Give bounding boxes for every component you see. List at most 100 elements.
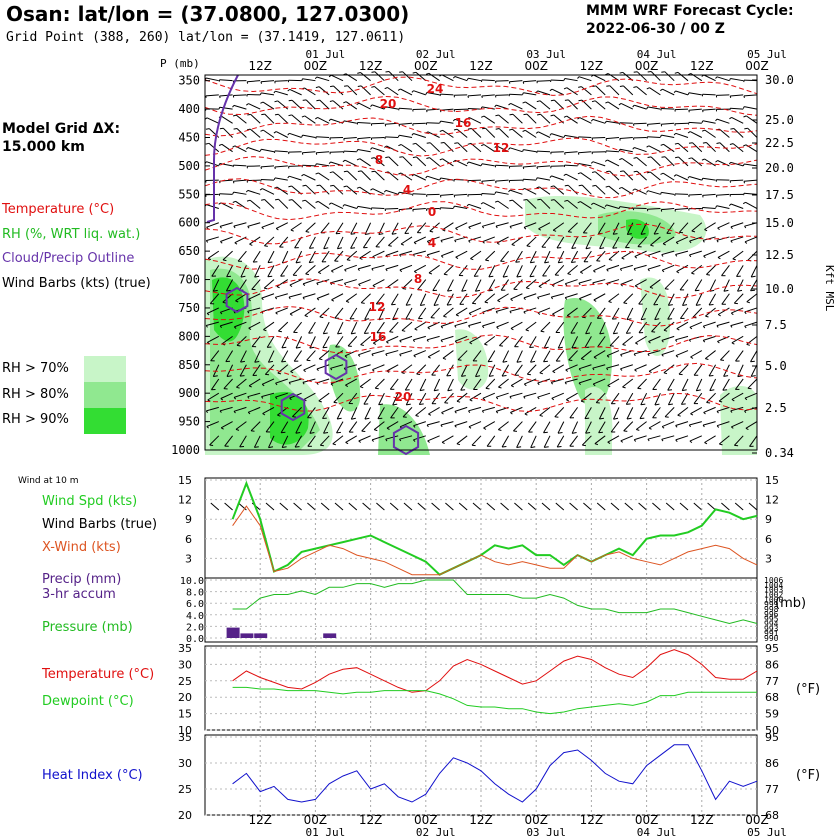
wind-barb [526, 199, 537, 209]
wind-barb [731, 421, 744, 428]
wind-barb [335, 222, 344, 234]
wind-barb-flag [392, 318, 398, 321]
label-wind-barbs: Wind Barbs (true) [42, 517, 158, 532]
wind-barb [750, 279, 758, 292]
wind-barb [488, 279, 496, 292]
wind-barb [482, 307, 495, 313]
height-tick-label: 0.34 [765, 446, 794, 460]
wind-barb [402, 71, 413, 82]
wind-barb [206, 406, 219, 412]
wind-barb [693, 364, 703, 376]
wind-barb [345, 378, 358, 386]
wind-barb [703, 335, 716, 341]
wind-barb [247, 189, 261, 195]
wind-barb-flag [467, 142, 472, 145]
wind-barb [415, 406, 427, 416]
wind-barb-flag [232, 181, 235, 184]
wind-barb [634, 364, 647, 371]
precip-bar [323, 633, 337, 638]
wind-barb [305, 264, 316, 275]
wind-barb [309, 421, 316, 434]
wind-barb [335, 336, 344, 348]
panel-frames [204, 74, 758, 816]
wind-barb-flag [590, 202, 594, 206]
pressure-tick-label: 950 [178, 415, 200, 429]
wind-barb [553, 185, 565, 195]
wind-barb [703, 74, 716, 82]
wind-barb [373, 421, 385, 431]
wind-barb-flag [425, 72, 430, 75]
wind-barb-flag [544, 446, 549, 448]
wind-barb [649, 87, 661, 96]
wind-barb-flag [701, 158, 705, 161]
wind-barb [347, 336, 358, 347]
wind-barb [307, 435, 316, 447]
wind-barb-flag [704, 229, 708, 232]
wind-barb-flag [618, 186, 623, 190]
wind-barb-flag [578, 382, 581, 386]
wind-barb [357, 149, 371, 153]
wind-barbs [204, 71, 758, 511]
wind-barb [625, 321, 634, 334]
wind-barb-flag [495, 311, 498, 314]
wind-barb [675, 335, 689, 341]
wind-barb [695, 378, 703, 392]
wind-barb-flag [618, 149, 621, 152]
wind-barb-flag [536, 186, 540, 189]
wind-barb [730, 203, 744, 209]
wind-barb [647, 264, 661, 270]
wind-barb [525, 321, 537, 331]
wind-barb [578, 163, 592, 167]
wind-barb-flag [303, 369, 306, 373]
wind-barb-flag [261, 226, 264, 230]
wind-barb-flag [567, 273, 571, 275]
wind-barb [483, 144, 496, 153]
wind-barb-flag [425, 92, 428, 95]
rh90-swatch [84, 408, 126, 434]
wind-barb [426, 335, 440, 341]
wind-barb [281, 350, 289, 363]
wind-barb-flag [452, 76, 456, 79]
wind-barb-flag [622, 344, 626, 346]
bottom-date-label: 04 Jul [637, 826, 677, 839]
wind-barb [648, 421, 661, 429]
wind-barb [634, 435, 647, 441]
wind-barb-flag [674, 71, 679, 74]
wind-barb-flag [295, 432, 301, 434]
wind-barb [392, 392, 399, 406]
wind-barb [675, 435, 689, 441]
wind-barb [621, 158, 634, 167]
wind-barb [236, 378, 247, 388]
wind-barb-flag [571, 261, 576, 263]
wind-barb-flag [372, 285, 376, 288]
wind-barb [552, 364, 565, 372]
wind-barb-flag [634, 285, 638, 288]
wind-barb-flag [468, 312, 472, 316]
wind-barb-flag [626, 403, 631, 405]
wind-barb [261, 222, 275, 228]
wind-barb [599, 236, 606, 249]
wind-barb [537, 293, 551, 298]
wind-barb-flag [247, 411, 251, 415]
wind-barb-flag [452, 118, 456, 122]
wind-barb-flag [315, 86, 320, 89]
wind-barb [275, 222, 289, 229]
hi-f-tick: 77 [765, 783, 779, 796]
wind-barb-flag [262, 413, 266, 416]
wind-barb-flag [469, 399, 473, 402]
wind-barb [358, 102, 371, 110]
wind-barb [540, 113, 551, 124]
grid-point-label: Grid Point (388, 260) lat/lon = (37.1419… [6, 30, 406, 45]
wind-barb-flag [591, 100, 596, 103]
wind-barb [612, 321, 620, 335]
wind-barb [661, 108, 675, 110]
pressure-tick: 994 [764, 620, 779, 629]
wind-barb-flag [485, 259, 489, 262]
wind-barb [682, 293, 689, 306]
wind-barb-flag [481, 95, 483, 99]
temperature-label: 12 [369, 300, 386, 314]
wind-barb [345, 101, 358, 110]
temperature-isotherm [204, 250, 758, 270]
wind-barb-flag [730, 426, 734, 429]
wind-barb [667, 307, 675, 320]
